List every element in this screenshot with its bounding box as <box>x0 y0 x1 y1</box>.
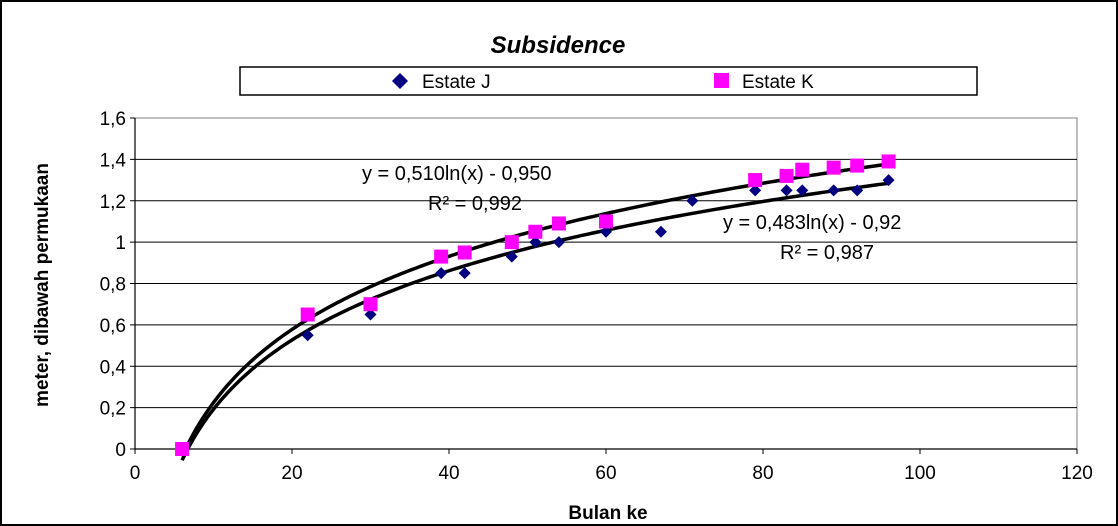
point-estate-k-12 <box>826 160 841 175</box>
point-estate-j-2 <box>364 308 377 321</box>
point-estate-k-13 <box>850 158 865 173</box>
x-tick-label-3: 60 <box>595 463 616 484</box>
x-tick-label-2: 40 <box>438 463 459 484</box>
point-estate-k-8 <box>599 214 613 229</box>
point-estate-j-1 <box>301 329 314 342</box>
y-tick-label-2: 0,4 <box>100 357 127 378</box>
point-estate-k-4 <box>457 245 472 260</box>
point-estate-k-0 <box>175 442 190 456</box>
y-tick-label-6: 1,2 <box>100 192 126 213</box>
point-estate-j-5 <box>505 250 518 263</box>
point-estate-j-9 <box>654 225 667 238</box>
trendline-annotation-estate-j: y = 0,483ln(x) - 0,92 R² = 0,987 <box>723 212 901 264</box>
y-tick-label-3: 0,6 <box>100 316 126 337</box>
point-estate-j-7 <box>552 236 565 249</box>
y-tick-label-8: 1,6 <box>100 109 126 130</box>
x-tick-label-0: 0 <box>130 463 141 484</box>
y-axis-title: meter, dibawah permukaan <box>32 163 53 407</box>
trendline-annotation-estate-k: y = 0,510ln(x) - 0,950 R² = 0,992 <box>362 163 552 215</box>
point-estate-k-7 <box>551 216 566 231</box>
chart-title: Subsidence <box>491 32 626 59</box>
x-tick-label-1: 20 <box>281 463 302 484</box>
legend-box <box>239 66 978 96</box>
point-estate-j-15 <box>851 184 864 197</box>
x-tick-label-4: 80 <box>752 463 773 484</box>
point-estate-j-12 <box>780 184 793 197</box>
point-estate-j-4 <box>458 267 471 280</box>
point-estate-j-8 <box>600 225 612 238</box>
equation-estate-k: y = 0,510ln(x) - 0,950 <box>362 163 552 185</box>
y-tick-label-0: 0 <box>115 440 126 461</box>
y-tick-label-4: 0,8 <box>100 275 126 296</box>
point-estate-j-13 <box>796 184 809 197</box>
equation-estate-j: y = 0,483ln(x) - 0,92 <box>723 212 901 234</box>
point-estate-j-16 <box>882 174 895 187</box>
point-estate-k-5 <box>504 235 519 250</box>
y-tick-label-7: 1,4 <box>100 150 127 171</box>
r2-estate-j: R² = 0,987 <box>780 242 874 264</box>
legend-marker-estate-j <box>392 73 408 89</box>
point-estate-k-3 <box>434 249 449 264</box>
legend-label-estate-j: Estate J <box>422 72 491 93</box>
point-estate-j-10 <box>686 194 699 207</box>
plot-area: 0 0,2 0,4 0,6 0,8 1 1,2 1,4 1,6 0 20 40 60 80 100 120 <box>100 109 1093 484</box>
point-estate-k-9 <box>748 173 763 188</box>
y-tick-label-1: 0,2 <box>100 399 126 420</box>
point-estate-k-6 <box>528 224 543 239</box>
point-estate-k-11 <box>795 162 810 177</box>
legend-label-estate-k: Estate K <box>742 72 814 93</box>
point-estate-j-14 <box>827 184 840 197</box>
point-estate-k-10 <box>779 168 794 183</box>
legend-marker-estate-k <box>714 73 729 88</box>
point-estate-j-6 <box>529 236 542 249</box>
r2-estate-k: R² = 0,992 <box>428 193 522 215</box>
y-tick-label-5: 1 <box>115 233 126 254</box>
point-estate-j-3 <box>435 267 448 280</box>
point-estate-k-14 <box>881 154 896 169</box>
legend: Estate J Estate K <box>239 66 978 96</box>
point-estate-j-11 <box>749 184 762 197</box>
x-tick-label-6: 120 <box>1061 463 1093 484</box>
point-estate-k-2 <box>363 297 378 312</box>
x-tick-label-5: 100 <box>904 463 936 484</box>
point-estate-k-1 <box>300 307 315 322</box>
x-axis-title: Bulan ke <box>568 503 647 524</box>
